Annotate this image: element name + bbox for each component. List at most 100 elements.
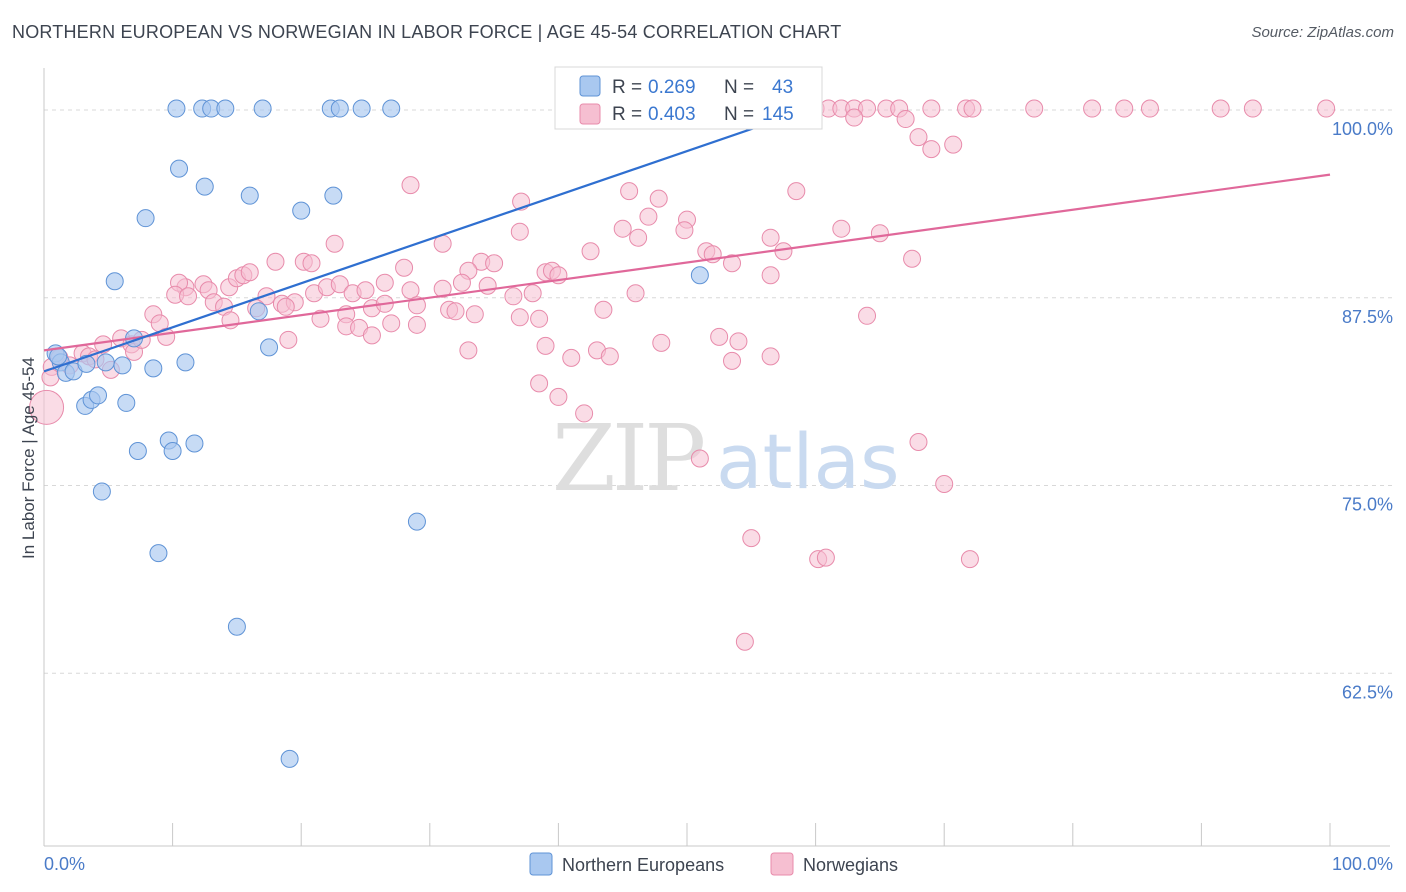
data-point-norwegians	[723, 351, 742, 370]
data-point-northern-europeans	[185, 434, 204, 453]
data-point-northern-europeans	[113, 356, 132, 375]
data-point-norwegians	[1140, 99, 1159, 118]
data-point-norwegians	[1317, 99, 1336, 118]
data-point-norwegians	[266, 252, 285, 271]
data-point-northern-europeans	[144, 359, 163, 378]
bottom-legend-label: Northern Europeans	[562, 855, 724, 875]
watermark-zip: ZIP	[552, 405, 703, 512]
data-point-norwegians	[652, 333, 671, 352]
data-point-norwegians	[240, 263, 259, 282]
legend-swatch-pink	[579, 103, 601, 125]
data-point-northern-europeans	[280, 749, 299, 768]
data-point-norwegians	[302, 254, 321, 273]
trend-line-norwegians	[43, 173, 1331, 352]
data-point-norwegians	[581, 242, 600, 261]
legend-r-value: 0.403	[648, 104, 696, 125]
axes	[43, 68, 1390, 847]
data-point-norwegians	[613, 219, 632, 238]
data-point-norwegians	[963, 99, 982, 118]
data-point-northern-europeans	[167, 99, 186, 118]
data-point-norwegians	[549, 387, 568, 406]
data-point-norwegians	[575, 404, 594, 423]
data-point-norwegians	[452, 273, 471, 292]
data-point-norwegians	[485, 254, 504, 273]
data-point-norwegians	[870, 224, 889, 243]
chart-title: NORTHERN EUROPEAN VS NORWEGIAN IN LABOR …	[12, 22, 842, 42]
y-tick-label: 62.5%	[1342, 682, 1393, 702]
data-point-norwegians	[675, 221, 694, 240]
data-point-norwegians	[1243, 99, 1262, 118]
data-point-norwegians	[909, 432, 928, 451]
data-point-norwegians	[761, 228, 780, 247]
y-axis-label: In Labor Force | Age 45-54	[19, 357, 38, 559]
data-point-norwegians	[465, 305, 484, 324]
series-northern-europeans	[46, 99, 709, 768]
data-point-northern-europeans	[195, 177, 214, 196]
data-point-norwegians	[832, 219, 851, 238]
y-tick-labels: 62.5% 75.0% 87.5% 100.0%	[1332, 119, 1393, 702]
data-point-norwegians	[433, 279, 452, 298]
data-point-norwegians	[401, 281, 420, 300]
watermark-atlas: atlas	[716, 417, 900, 506]
data-point-norwegians	[1083, 99, 1102, 118]
legend-r-label: R =	[612, 104, 642, 125]
data-point-northern-europeans	[92, 482, 111, 501]
data-point-norwegians	[639, 207, 658, 226]
data-point-norwegians	[816, 548, 835, 567]
x-tick-label-min: 0.0%	[44, 854, 85, 874]
data-point-norwegians	[858, 306, 877, 325]
data-point-norwegians	[530, 309, 549, 328]
data-point-norwegians	[903, 249, 922, 268]
watermark: ZIP atlas	[552, 405, 900, 512]
data-point-norwegians	[1211, 99, 1230, 118]
data-point-norwegians	[723, 254, 742, 273]
y-tick-label: 87.5%	[1342, 307, 1393, 327]
bottom-legend: Northern Europeans Norwegians	[529, 852, 898, 876]
data-point-northern-europeans	[117, 393, 136, 412]
data-point-norwegians	[649, 189, 668, 208]
data-point-northern-europeans	[382, 99, 401, 118]
data-point-norwegians	[922, 99, 941, 118]
data-point-norwegians	[536, 336, 555, 355]
data-point-norwegians	[845, 108, 864, 127]
data-point-norwegians	[935, 475, 954, 494]
data-point-northern-europeans	[163, 441, 182, 460]
data-point-norwegians	[960, 550, 979, 569]
data-point-northern-europeans	[77, 354, 96, 373]
data-point-northern-europeans	[330, 99, 349, 118]
legend-r-value: 0.269	[648, 77, 696, 98]
data-point-norwegians	[311, 309, 330, 328]
data-point-norwegians	[459, 341, 478, 360]
data-point-norwegians	[523, 284, 542, 303]
data-point-norwegians	[710, 327, 729, 346]
data-point-northern-europeans	[352, 99, 371, 118]
series-norwegians	[29, 99, 1336, 651]
data-point-northern-europeans	[216, 99, 235, 118]
data-point-northern-europeans	[253, 99, 272, 118]
data-point-norwegians	[626, 284, 645, 303]
data-point-norwegians	[330, 275, 349, 294]
trend-lines	[43, 105, 1331, 373]
data-point-northern-europeans	[105, 272, 124, 291]
data-point-norwegians	[909, 128, 928, 147]
data-point-northern-europeans	[128, 441, 147, 460]
data-point-norwegians	[562, 348, 581, 367]
data-point-northern-europeans	[136, 209, 155, 228]
data-point-norwegians	[362, 326, 381, 345]
data-point-northern-europeans	[49, 347, 68, 366]
legend-n-value: 145	[762, 104, 794, 125]
data-point-norwegians	[382, 314, 401, 333]
data-point-norwegians	[29, 389, 65, 425]
data-point-norwegians	[179, 287, 198, 306]
source-label: Source: ZipAtlas.com	[1251, 24, 1394, 41]
legend-swatch-blue	[579, 75, 601, 97]
bottom-legend-swatch-pink	[770, 852, 794, 876]
data-point-norwegians	[375, 273, 394, 292]
data-point-norwegians	[896, 110, 915, 129]
legend-r-label: R =	[612, 77, 642, 98]
bottom-legend-label: Norwegians	[803, 855, 898, 875]
data-point-norwegians	[279, 330, 298, 349]
legend-box: R = 0.269 N = 43 R = 0.403 N = 145	[554, 66, 823, 130]
data-point-norwegians	[446, 302, 465, 321]
